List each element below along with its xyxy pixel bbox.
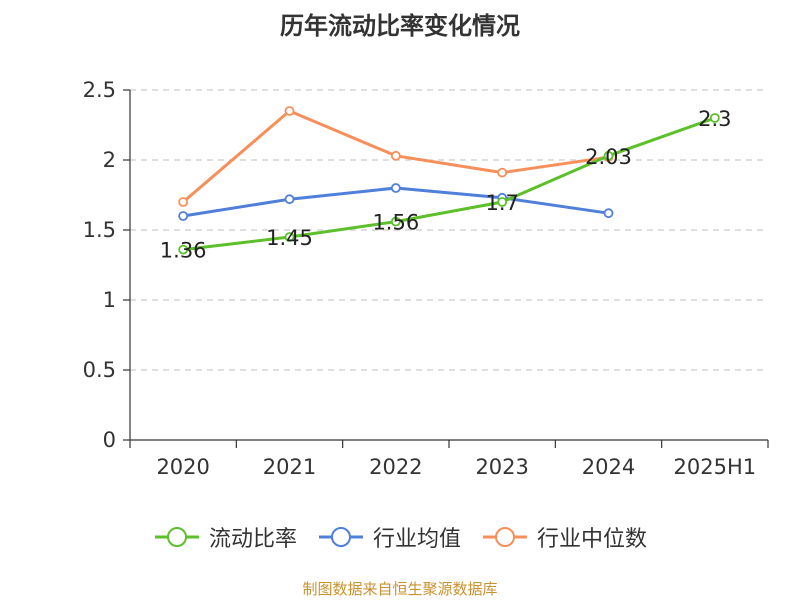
data-label: 2.3 (698, 107, 731, 131)
legend-marker-icon (318, 527, 363, 547)
data-point (284, 194, 295, 205)
y-tick-label: 0 (103, 428, 116, 452)
y-tick-label: 1 (103, 288, 116, 312)
legend-item[interactable]: 行业中位数 (481, 521, 647, 553)
data-point (284, 232, 295, 242)
data-label: 2.03 (585, 145, 632, 169)
x-tick-label: 2025H1 (674, 455, 757, 479)
data-label: 1.56 (372, 211, 419, 235)
legend-item[interactable]: 行业均值 (317, 521, 461, 553)
legend-label: 行业均值 (372, 527, 461, 552)
legend-label: 行业中位数 (537, 527, 648, 552)
chart-title: 历年流动比率变化情况 (280, 12, 520, 40)
data-point (497, 197, 508, 207)
y-tick-label: 0.5 (83, 358, 116, 382)
y-tick-label: 2 (103, 148, 116, 172)
data-label: 1.36 (160, 239, 207, 263)
x-tick-label: 2021 (263, 455, 316, 479)
legend-label: 流动比率 (208, 527, 297, 552)
legend-marker-icon (483, 527, 527, 547)
legend-marker-icon (154, 527, 199, 547)
data-point (284, 106, 295, 116)
data-point (603, 208, 614, 219)
x-tick-label: 2024 (582, 455, 635, 479)
x-tick-label: 2022 (369, 455, 422, 479)
data-point (603, 150, 614, 161)
y-tick-label: 1.5 (83, 218, 116, 242)
x-tick-label: 2020 (156, 455, 209, 479)
source-note: 制图数据来自恒生聚源数据库 (302, 580, 498, 598)
x-tick-label: 2023 (475, 455, 528, 479)
data-point (709, 113, 720, 123)
data-point (178, 244, 189, 255)
legend-item[interactable]: 流动比率 (153, 521, 297, 553)
data-label: 1.45 (266, 226, 313, 250)
data-point (178, 197, 189, 207)
legend: 流动比率 行业均值 行业中位数 (0, 522, 800, 552)
series-line (182, 116, 716, 252)
data-point (178, 211, 189, 221)
data-point (390, 150, 401, 161)
data-label: 1.7 (485, 191, 518, 215)
y-tick-label: 2.5 (83, 78, 116, 102)
data-point (390, 216, 401, 227)
data-point (390, 183, 401, 193)
data-point (497, 167, 508, 178)
